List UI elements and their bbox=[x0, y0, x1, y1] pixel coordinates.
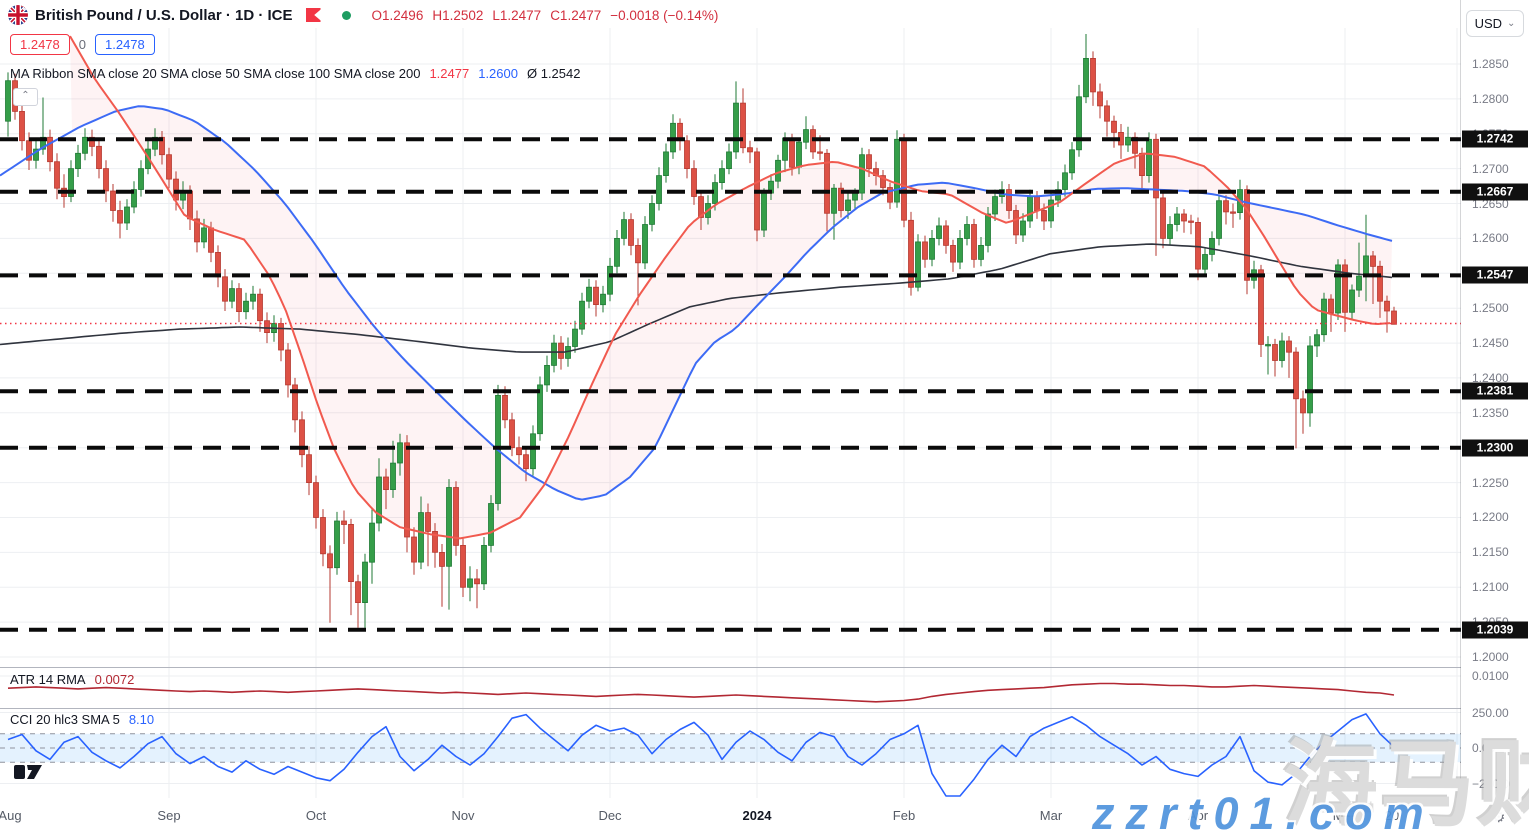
time-axis-label: Feb bbox=[892, 808, 916, 823]
cci-label: CCI 20 hlc3 SMA 5 bbox=[10, 712, 120, 727]
symbol-flag-icon bbox=[8, 5, 28, 25]
watermark-url: zzrt01.com bbox=[1092, 788, 1435, 831]
close-value: C1.2477 bbox=[550, 7, 602, 23]
time-axis-label: 20 bbox=[1384, 808, 1400, 823]
price-tick: 1.2450 bbox=[1472, 336, 1509, 350]
price-level-badge: 1.2547 bbox=[1462, 266, 1528, 284]
sma20-value: 1.2477 bbox=[429, 66, 470, 81]
cci-tick: −250.00 bbox=[1472, 777, 1516, 791]
currency-dropdown[interactable]: USD ⌄ bbox=[1466, 10, 1524, 37]
page-title: British Pound / U.S. Dollar · 1D · ICE bbox=[35, 6, 293, 24]
header-bar bbox=[0, 0, 1460, 28]
time-axis-label: Dec bbox=[598, 808, 622, 823]
time-axis-label: Mar bbox=[1039, 808, 1063, 823]
time-axis-label: Aug bbox=[0, 808, 22, 823]
time-axis-label: Oct bbox=[305, 808, 327, 823]
open-value: O1.2496 bbox=[371, 7, 424, 23]
price-level-badge: 1.2300 bbox=[1462, 439, 1528, 457]
price-tick: 1.2800 bbox=[1472, 92, 1509, 106]
tag-counter: 0 bbox=[78, 37, 86, 52]
price-tick: 1.2150 bbox=[1472, 545, 1509, 559]
time-axis-label: Sep bbox=[157, 808, 181, 823]
atr-tick: 0.0100 bbox=[1472, 669, 1509, 683]
chevron-down-icon: ⌄ bbox=[1507, 18, 1516, 29]
axis-settings-gear-icon[interactable]: ⚙ bbox=[1492, 809, 1506, 826]
price-tick: 1.2850 bbox=[1472, 57, 1509, 71]
time-axis-label: May bbox=[1332, 808, 1358, 823]
low-value: L1.2477 bbox=[492, 7, 542, 23]
market-open-dot-icon bbox=[341, 10, 351, 20]
currency-label: USD bbox=[1474, 16, 1503, 31]
atr-label: ATR 14 RMA bbox=[10, 672, 86, 687]
alert-price-tag[interactable]: 1.2478 bbox=[10, 34, 70, 55]
order-price-tag[interactable]: 1.2478 bbox=[95, 34, 155, 55]
time-axis-label: Nov bbox=[451, 808, 475, 823]
price-level-badge: 1.2667 bbox=[1462, 183, 1528, 201]
ohlc-readout: O1.2496 H1.2502 L1.2477 C1.2477 −0.0018 … bbox=[372, 8, 719, 23]
price-tick: 1.2350 bbox=[1472, 406, 1509, 420]
time-axis-label: Apr bbox=[1187, 808, 1209, 823]
price-tick: 1.2100 bbox=[1472, 580, 1509, 594]
price-tick: 1.2700 bbox=[1472, 162, 1509, 176]
price-tick: 1.2200 bbox=[1472, 510, 1509, 524]
high-value: H1.2502 bbox=[432, 7, 484, 23]
price-level-badge: 1.2381 bbox=[1462, 382, 1528, 400]
price-level-badge: 1.2039 bbox=[1462, 621, 1528, 639]
cci-legend[interactable]: CCI 20 hlc3 SMA 5 8.10 bbox=[10, 712, 154, 727]
time-axis-label: 2024 bbox=[742, 808, 772, 823]
watermark-cjk: 海马财经 bbox=[1283, 732, 1529, 831]
price-level-badge: 1.2742 bbox=[1462, 130, 1528, 148]
collapse-chevron-button[interactable]: ⌃ bbox=[13, 88, 38, 106]
flagged-bookmark-icon[interactable] bbox=[305, 8, 321, 22]
change-value: −0.0018 (−0.14%) bbox=[610, 7, 719, 23]
price-tick: 1.2650 bbox=[1472, 197, 1509, 211]
price-tick: 1.2250 bbox=[1472, 476, 1509, 490]
price-tick: 1.2600 bbox=[1472, 231, 1509, 245]
atr-legend[interactable]: ATR 14 RMA 0.0072 bbox=[10, 672, 134, 687]
ma-ribbon-legend[interactable]: MA Ribbon SMA close 20 SMA close 50 SMA … bbox=[10, 66, 580, 81]
atr-value: 0.0072 bbox=[94, 672, 135, 687]
price-tick: 1.2500 bbox=[1472, 301, 1509, 315]
price-tick: 1.2400 bbox=[1472, 371, 1509, 385]
time-axis[interactable] bbox=[0, 798, 1529, 831]
tradingview-logo[interactable] bbox=[14, 762, 44, 787]
cci-tick: 0.00 bbox=[1472, 741, 1496, 755]
ma-average-value: Ø 1.2542 bbox=[526, 66, 581, 81]
sma50-value: 1.2600 bbox=[478, 66, 518, 81]
price-tick: 1.2000 bbox=[1472, 650, 1509, 664]
cci-tick: 250.00 bbox=[1472, 706, 1509, 720]
ma-ribbon-label: MA Ribbon SMA close 20 SMA close 50 SMA … bbox=[10, 66, 421, 81]
cci-value: 8.10 bbox=[128, 712, 155, 727]
